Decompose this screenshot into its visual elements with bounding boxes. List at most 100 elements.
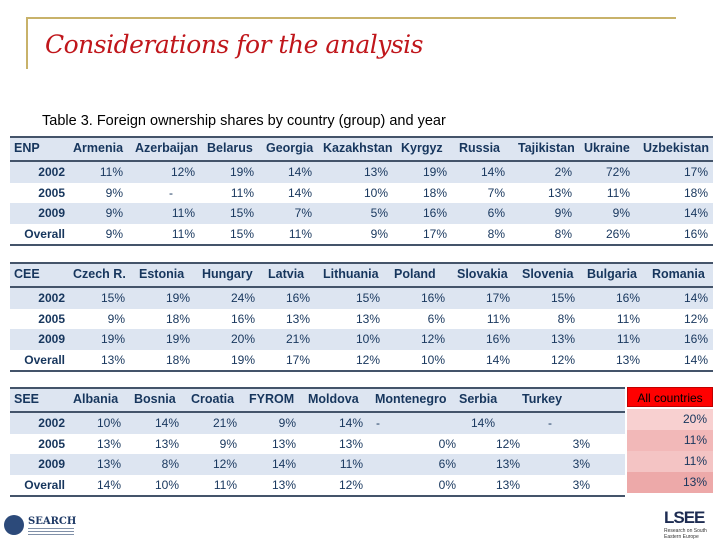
- row-label: 2002: [38, 416, 65, 430]
- table-cell: 13%: [547, 185, 572, 200]
- table-cell: 7%: [487, 185, 505, 200]
- all-countries-cell: 13%: [627, 472, 713, 493]
- column-header: Montenegro: [375, 392, 447, 406]
- column-header: Azerbaijan: [135, 141, 199, 155]
- group-label: SEE: [14, 392, 40, 406]
- table-cell: 17%: [683, 165, 708, 179]
- table-cell: 5%: [370, 206, 388, 220]
- column-header: Kyrgyz: [401, 141, 443, 155]
- column-header: Latvia: [268, 267, 305, 281]
- table-cell: 13%: [271, 477, 296, 492]
- table-cell: 19%: [100, 332, 125, 346]
- table-cell: 10%: [355, 332, 380, 346]
- table-cell: 18%: [683, 185, 708, 200]
- table-see: SEE Albania Bosnia Croatia FYROM Moldova…: [10, 387, 625, 497]
- table-cell: 12%: [355, 352, 380, 367]
- table-cell: 15%: [355, 291, 380, 305]
- row-label: 2005: [38, 311, 65, 326]
- column-header: Tajikistan: [518, 141, 575, 155]
- table-cell: 11%: [213, 477, 237, 492]
- table-cell: 13%: [550, 332, 575, 346]
- table-row: 2009 19% 19% 20% 21% 10% 12% 16% 13% 11%…: [10, 329, 713, 350]
- table-cell: 13%: [615, 352, 640, 367]
- table-cell: 15%: [550, 291, 575, 305]
- table-cell: 3%: [572, 436, 590, 451]
- table-cell: 14%: [287, 185, 312, 200]
- table-row: 2005 13% 13% 9% 13% 13% 0% 12% 3%: [10, 434, 625, 455]
- column-header: Estonia: [139, 267, 185, 281]
- table-row: 2002 11% 12% 19% 14% 13% 19% 14% 2% 72% …: [10, 162, 713, 183]
- column-header: Poland: [394, 267, 436, 281]
- table-cell: 3%: [572, 457, 590, 471]
- table-row: 2009 9% 11% 15% 7% 5% 16% 6% 9% 9% 14%: [10, 203, 713, 224]
- table-cell: 10%: [154, 477, 179, 492]
- table-cell: 16%: [683, 332, 708, 346]
- table-row: Overall 14% 10% 11% 13% 12% 0% 13% 3%: [10, 475, 625, 497]
- table-cell: 0%: [438, 477, 456, 492]
- slide-title: Considerations for the analysis: [45, 30, 424, 59]
- row-label: 2005: [38, 436, 65, 451]
- table-cell: 14%: [338, 416, 363, 430]
- all-countries-cell: 11%: [627, 430, 713, 451]
- table-cell: 11%: [99, 165, 123, 179]
- row-label: 2009: [38, 457, 65, 471]
- column-header: Georgia: [266, 141, 314, 155]
- column-header: Moldova: [308, 392, 359, 406]
- table-cell: -: [169, 185, 173, 200]
- column-header: Armenia: [73, 141, 124, 155]
- table-cell: 15%: [100, 291, 125, 305]
- table-cell: 14%: [96, 477, 121, 492]
- lsee-logo-tagline: Research on South Eastern Europe: [664, 528, 707, 540]
- table-cell: 16%: [422, 206, 447, 220]
- table-header: SEE Albania Bosnia Croatia FYROM Moldova…: [10, 387, 625, 413]
- table-cell: 6%: [487, 206, 505, 220]
- row-label: 2005: [38, 185, 65, 200]
- table-cell: 26%: [605, 226, 630, 241]
- table-cell: 12%: [495, 436, 520, 451]
- search-logo-text: SEARCH: [28, 516, 77, 527]
- table-cell: 8%: [554, 226, 572, 241]
- table-cell: 21%: [285, 332, 310, 346]
- table-row: 2005 9% - 11% 14% 10% 18% 7% 13% 11% 18%: [10, 183, 713, 204]
- table-enp: ENP Armenia Azerbaijan Belarus Georgia K…: [10, 136, 713, 246]
- table-cell: 16%: [683, 226, 708, 241]
- table-cell: 13%: [96, 457, 121, 471]
- table-cell: 8%: [557, 311, 575, 326]
- table-cell: 10%: [363, 185, 388, 200]
- table-cell: 13%: [285, 311, 310, 326]
- column-header: Czech R.: [73, 267, 126, 281]
- column-header: Uzbekistan: [643, 141, 709, 155]
- lsee-logo: LSEE Research on South Eastern Europe: [664, 508, 718, 540]
- table-row: 2002 10% 14% 21% 9% 14% - 14% -: [10, 413, 625, 434]
- table-cell: 13%: [338, 436, 363, 451]
- table-cell: 9%: [554, 206, 572, 220]
- column-header: Turkey: [522, 392, 563, 406]
- table-cell: 20%: [230, 332, 255, 346]
- table-cell: 18%: [422, 185, 447, 200]
- table-cell: 7%: [294, 206, 312, 220]
- table-row: Overall 13% 18% 19% 17% 12% 10% 14% 12% …: [10, 350, 713, 372]
- table-cell: 10%: [420, 352, 445, 367]
- table-cell: 11%: [171, 206, 195, 220]
- table-cell: 9%: [105, 206, 123, 220]
- search-logo: SEARCH: [4, 513, 76, 539]
- table-cell: 11%: [288, 226, 312, 241]
- table-cell: 14%: [470, 416, 495, 430]
- all-countries-column: All countries 20% 11% 11% 13%: [627, 387, 713, 495]
- table-cell: 13%: [96, 436, 121, 451]
- table-cell: 11%: [616, 332, 640, 346]
- table-row: Overall 9% 11% 15% 11% 9% 17% 8% 8% 26% …: [10, 224, 713, 246]
- table-cell: 15%: [229, 206, 254, 220]
- table-cell: 3%: [572, 477, 590, 492]
- all-countries-cell: 20%: [627, 409, 713, 430]
- table-cell: 9%: [105, 185, 123, 200]
- column-header: Slovenia: [522, 267, 574, 281]
- table-cell: 11%: [339, 457, 363, 471]
- row-label: 2009: [38, 206, 65, 220]
- table-cell: 9%: [278, 416, 296, 430]
- table-cell: 24%: [230, 291, 255, 305]
- table-cell: 14%: [154, 416, 179, 430]
- table-cell: 9%: [219, 436, 237, 451]
- frame-vertical-line: [26, 17, 28, 69]
- table-cell: 13%: [271, 436, 296, 451]
